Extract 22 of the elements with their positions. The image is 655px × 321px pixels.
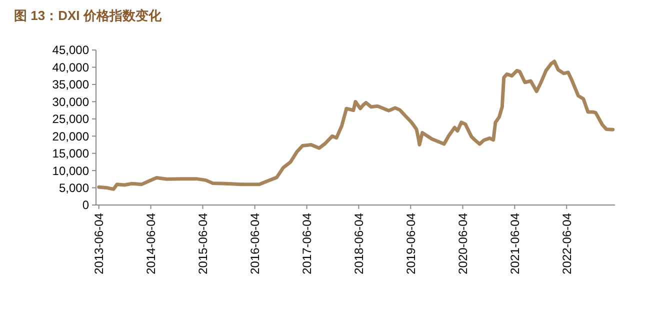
y-tick-label: 10,000 — [52, 164, 90, 178]
x-tick-label: 2018-06-04 — [352, 212, 366, 274]
x-tick-label: 2022-06-04 — [560, 212, 574, 274]
x-tick-label: 2013-06-04 — [92, 212, 106, 274]
y-tick-label: 45,000 — [52, 43, 90, 58]
y-tick-label: 25,000 — [52, 112, 90, 126]
x-tick-label: 2014-06-04 — [144, 212, 158, 274]
line-series — [97, 60, 615, 191]
x-tick-label: 2020-06-04 — [456, 212, 470, 274]
y-tick-label: 0 — [82, 198, 90, 212]
y-tick-label: 5,000 — [58, 180, 90, 195]
x-tick-label: 2017-06-04 — [300, 212, 314, 274]
y-tick-label: 40,000 — [52, 60, 90, 74]
y-tick-label: 15,000 — [52, 146, 90, 161]
x-tick-label: 2016-06-04 — [248, 212, 262, 274]
chart-title: 图 13：DXI 价格指数变化 — [14, 8, 162, 23]
x-tick-label: 2021-06-04 — [508, 212, 522, 274]
y-tick-label: 30,000 — [52, 94, 90, 109]
y-tick-label: 35,000 — [52, 78, 90, 92]
x-tick-label: 2019-06-04 — [404, 212, 418, 274]
x-tick-label: 2015-06-04 — [196, 212, 210, 274]
y-tick-label: 20,000 — [52, 129, 90, 144]
